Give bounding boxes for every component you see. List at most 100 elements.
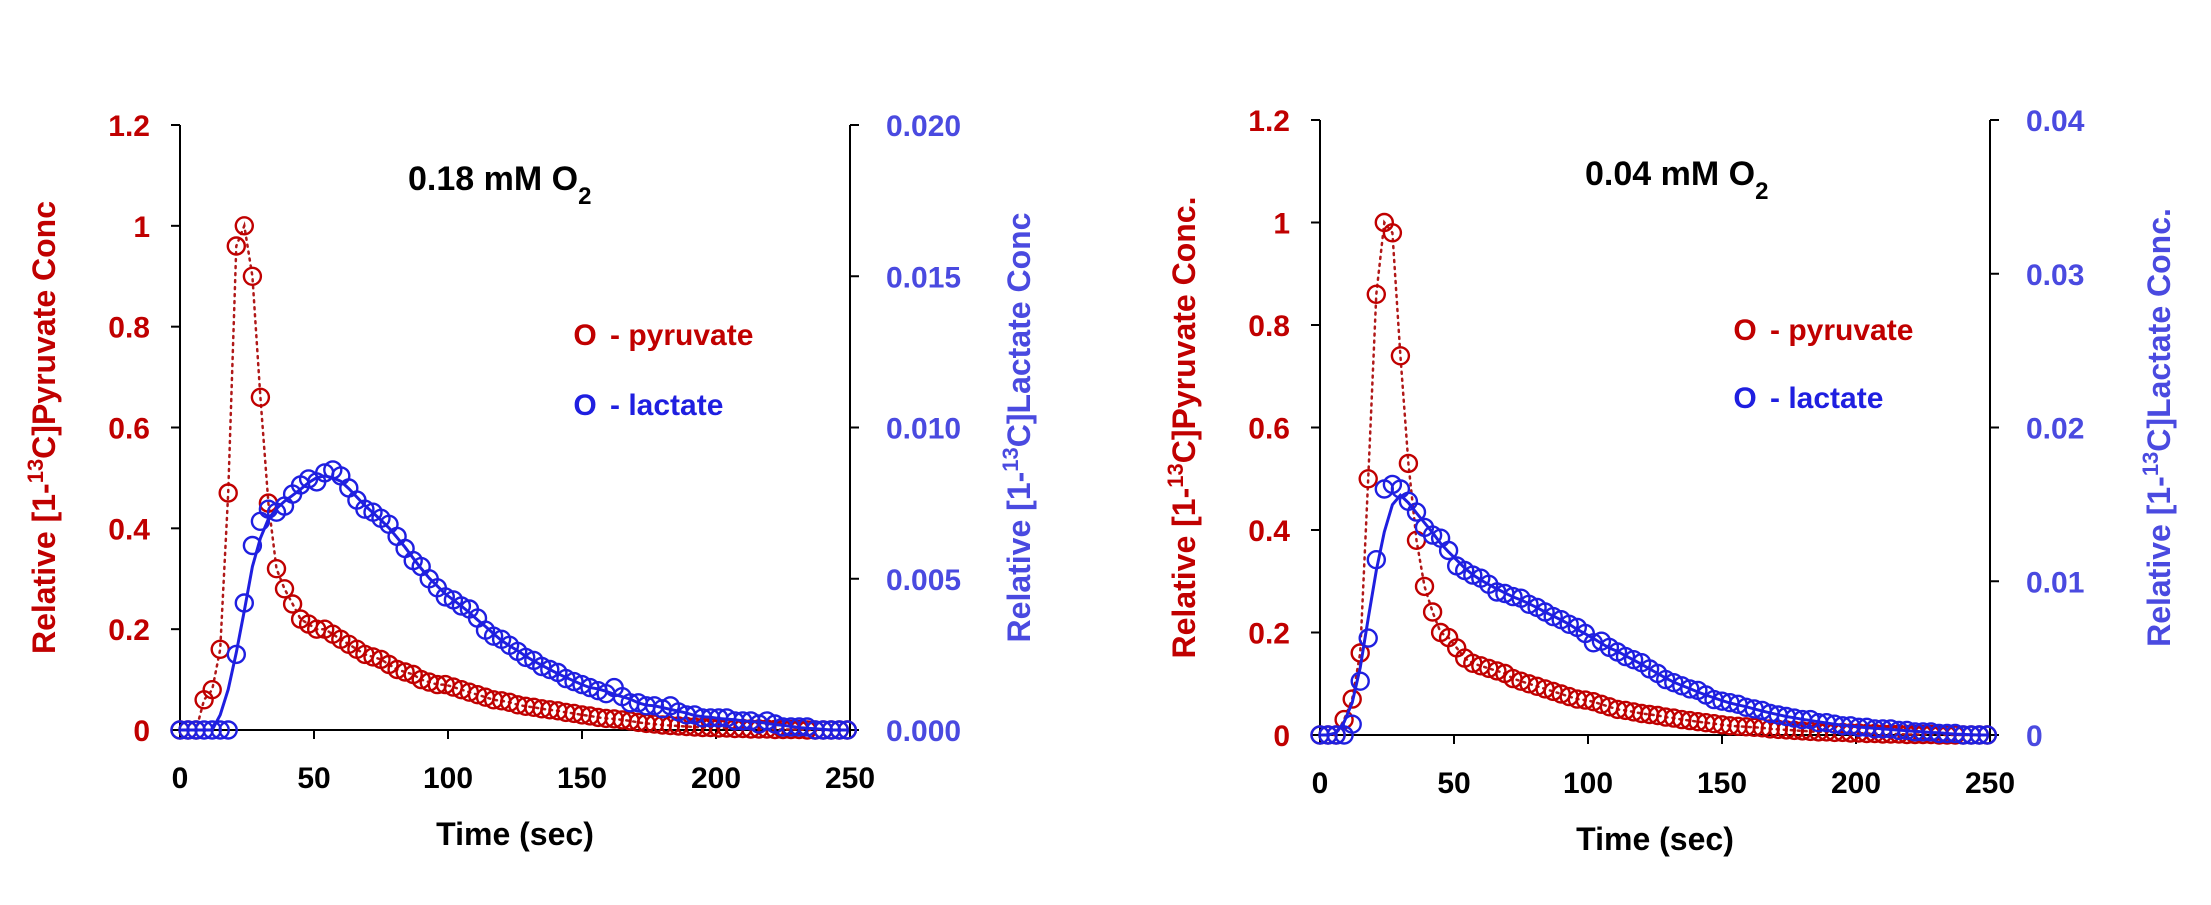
- point-pyruvate: [226, 236, 247, 256]
- chart-left-svg: 0 50 100 150 200 250 0 0.2 0.4 0.6 0.8 1 1.2 0.000 0.0…: [23, 110, 1038, 852]
- x-tick-label: 250: [825, 762, 875, 795]
- fit-line-pyruvate: [1318, 219, 1989, 737]
- point-lactate: [1350, 671, 1370, 691]
- y-left-tick-label: 1: [1273, 208, 1290, 241]
- y-left-tick-label: 1: [133, 211, 150, 244]
- legend-label: - pyruvate: [1770, 314, 1913, 347]
- chart-title: 0.18 mM O2: [408, 160, 591, 210]
- point-lactate: [1519, 594, 1539, 614]
- y-right-tick-label: 0.000: [886, 715, 961, 748]
- point-lactate: [451, 596, 472, 616]
- point-pyruvate: [1366, 284, 1387, 304]
- chart-title: 0.04 mM O2: [1585, 155, 1768, 205]
- point-lactate: [1342, 714, 1362, 734]
- y-axis-label-right: Relative [1-13C]Lactate Conc.: [2138, 208, 2178, 647]
- x-tick-label: 0: [172, 762, 189, 795]
- point-pyruvate: [234, 216, 255, 236]
- legend-marker: O: [573, 319, 596, 352]
- y-left-tick-label: 0: [133, 715, 150, 748]
- y-right-tick-label: 0.01: [2026, 566, 2084, 599]
- point-lactate: [1623, 650, 1644, 670]
- y-right-tick-label: 0.010: [886, 413, 961, 446]
- point-lactate: [757, 711, 777, 731]
- y-left-tick-label: 0.6: [1248, 413, 1290, 446]
- y-left-tick-label: 0.6: [108, 413, 150, 446]
- point-lactate: [210, 720, 230, 740]
- y-left-tick-label: 0.4: [108, 513, 150, 546]
- point-pyruvate: [242, 266, 263, 286]
- x-tick-label: 200: [1831, 767, 1881, 800]
- y-right-tick-label: 0.005: [886, 564, 961, 597]
- point-lactate: [580, 677, 600, 698]
- point-pyruvate: [395, 662, 415, 682]
- point-pyruvate: [363, 647, 383, 667]
- point-pyruvate: [202, 680, 222, 700]
- point-lactate: [435, 587, 455, 607]
- y-left-tick-label: 0.4: [1248, 515, 1290, 548]
- x-axis-label: Time (sec): [1576, 821, 1734, 857]
- point-pyruvate: [266, 559, 287, 579]
- y-left-tick-label: 1.2: [108, 110, 150, 143]
- point-lactate: [1656, 669, 1676, 690]
- point-pyruvate: [250, 387, 271, 407]
- point-pyruvate: [1487, 661, 1507, 681]
- y-left-tick-label: 0.2: [108, 614, 150, 647]
- x-axis-label: Time (sec): [436, 816, 594, 852]
- point-lactate: [1326, 725, 1346, 745]
- point-lactate: [1406, 502, 1427, 522]
- point-pyruvate: [1358, 469, 1378, 489]
- point-pyruvate: [1414, 576, 1435, 597]
- x-tick-label: 200: [691, 762, 741, 795]
- y-axis-label-left: Relative [1-13C]Pyruvate Conc.: [1163, 197, 1203, 659]
- y-right-tick-label: 0.04: [2026, 105, 2085, 138]
- point-lactate: [1559, 614, 1579, 634]
- legend-label: - lactate: [610, 389, 723, 422]
- chart-right-svg: 0 50 100 150 200 250 0 0.2 0.4 0.6 0.8 1 1.2 0 0.01 0.0…: [1163, 105, 2178, 857]
- point-lactate: [829, 720, 849, 740]
- point-pyruvate: [1382, 223, 1403, 243]
- point-lactate: [1977, 725, 1997, 745]
- point-lactate: [218, 720, 238, 740]
- legend-marker: O: [1733, 314, 1756, 347]
- legend-item-pyruvate: O - pyruvate: [1733, 314, 1913, 347]
- point-lactate: [234, 593, 255, 613]
- legend-item-lactate: O - lactate: [1733, 382, 1883, 415]
- legend-item-pyruvate: O - pyruvate: [573, 319, 753, 352]
- point-lactate: [572, 674, 592, 695]
- fit-line-pyruvate: [178, 221, 849, 732]
- y-right-tick-label: 0.03: [2026, 259, 2084, 292]
- legend-item-lactate: O - lactate: [573, 389, 723, 422]
- point-lactate: [355, 499, 375, 519]
- chart-panel-left: 0 50 100 150 200 250 0 0.2 0.4 0.6 0.8 1 1.2 0.000 0.0…: [0, 0, 1070, 905]
- point-lactate: [1366, 550, 1387, 570]
- y-left-tick-label: 0.2: [1248, 618, 1290, 651]
- fit-line-lactate: [1320, 493, 1988, 737]
- y-right-tick-label: 0: [2026, 720, 2043, 753]
- point-lactate: [1615, 646, 1636, 667]
- point-pyruvate: [1342, 689, 1362, 709]
- point-lactate: [242, 535, 263, 556]
- point-lactate: [1680, 679, 1700, 699]
- series-lactate: [1310, 474, 1997, 745]
- y-right-tick-label: 0.020: [886, 110, 961, 143]
- chart-panel-right: 0 50 100 150 200 250 0 0.2 0.4 0.6 0.8 1 1.2 0 0.01 0.0…: [1140, 0, 2211, 905]
- x-tick-label: 150: [557, 762, 607, 795]
- legend-marker: O: [573, 389, 596, 422]
- point-lactate: [837, 720, 857, 740]
- point-lactate: [540, 659, 560, 680]
- y-right-tick-label: 0.02: [2026, 413, 2084, 446]
- y-left-tick-label: 1.2: [1248, 105, 1290, 138]
- point-pyruvate: [274, 579, 295, 599]
- y-left-tick-label: 0.8: [1248, 310, 1290, 343]
- y-left-tick-label: 0: [1273, 720, 1290, 753]
- legend-label: - lactate: [1770, 382, 1883, 415]
- x-tick-label: 250: [1965, 767, 2015, 800]
- x-tick-label: 50: [297, 762, 330, 795]
- x-tick-label: 100: [423, 762, 473, 795]
- x-tick-label: 150: [1697, 767, 1747, 800]
- point-lactate: [1358, 628, 1378, 648]
- point-pyruvate: [218, 483, 238, 503]
- point-pyruvate: [1398, 453, 1419, 474]
- point-pyruvate: [1390, 346, 1411, 366]
- y-left-tick-label: 0.8: [108, 312, 150, 345]
